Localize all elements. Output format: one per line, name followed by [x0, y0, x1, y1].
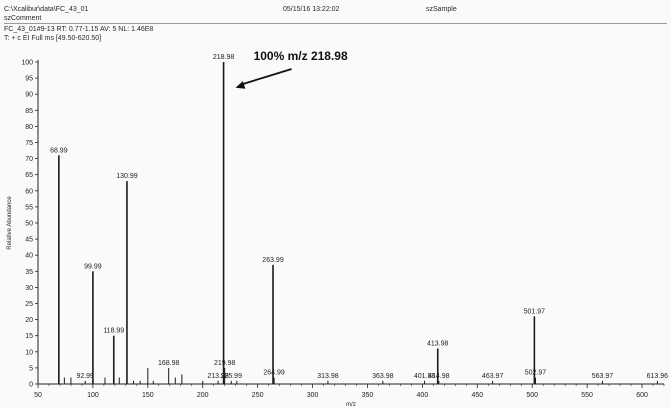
- x-axis-title: m/z: [346, 402, 356, 408]
- peak-label: 502.97: [525, 370, 547, 377]
- y-tick-label: 30: [25, 285, 33, 292]
- scan-info-label: FC_43_01#9-13 RT: 0.77-1.15 AV: 5 NL: 1.…: [4, 26, 154, 33]
- peak-label: 218.98: [213, 54, 235, 61]
- x-tick-label: 200: [197, 392, 209, 399]
- peak-label: 414.98: [428, 373, 450, 380]
- y-tick-label: 80: [25, 124, 33, 131]
- peak-label: 225.99: [221, 373, 243, 380]
- peak-labels: 68.9992.9999.99118.99130.99168.98213.982…: [50, 54, 668, 380]
- peak-label: 313.98: [317, 373, 339, 380]
- x-tick-label: 450: [471, 392, 483, 399]
- file-path-label: C:\Xcalibur\data\FC_43_01: [4, 6, 89, 13]
- y-tick-label: 90: [25, 92, 33, 99]
- base-peak-annotation: 100% m/z 218.98: [254, 49, 348, 63]
- y-tick-label: 45: [25, 237, 33, 244]
- comment-label: szComment: [4, 15, 42, 22]
- y-tick-label: 15: [25, 333, 33, 340]
- peak-label: 168.98: [158, 360, 180, 367]
- y-tick-label: 20: [25, 317, 33, 324]
- sample-label: szSample: [426, 6, 457, 13]
- peak-label: 463.97: [482, 373, 504, 380]
- y-tick-label: 75: [25, 140, 33, 147]
- y-axis-title: Relative Abundance: [7, 196, 13, 250]
- y-tick-label: 65: [25, 172, 33, 179]
- y-tick-label: 95: [25, 76, 33, 83]
- y-tick-label: 100: [21, 60, 33, 67]
- y-tick-label: 85: [25, 108, 33, 115]
- y-tick-label: 0: [29, 382, 33, 389]
- y-tick-label: 50: [25, 221, 33, 228]
- x-tick-label: 550: [581, 392, 593, 399]
- y-tick-label: 10: [25, 349, 33, 356]
- date-time-label: 05/15/16 13:22:02: [283, 6, 340, 13]
- peak-label: 213.98: [207, 373, 229, 380]
- x-tick-label: 500: [526, 392, 538, 399]
- annotation-arrowhead: [235, 81, 246, 89]
- x-tick-label: 150: [142, 392, 154, 399]
- peak-label: 118.99: [103, 328, 124, 335]
- peak-label: 401.98: [414, 373, 436, 380]
- peak-label: 263.99: [262, 257, 284, 264]
- peak-label: 219.98: [214, 360, 236, 367]
- y-tick-label: 25: [25, 301, 33, 308]
- peak-label: 130.99: [116, 173, 138, 180]
- x-tick-label: 300: [307, 392, 319, 399]
- y-tick-label: 35: [25, 269, 33, 276]
- peak-label: 563.97: [592, 373, 614, 380]
- peak-label: 99.99: [84, 263, 102, 270]
- x-tick-label: 400: [417, 392, 429, 399]
- y-axis-ticks: 0 5 10 15 20 25 30 35 40 45 50 55 60 65 70 75 80 85 90 95 10…: [21, 60, 38, 389]
- y-tick-label: 70: [25, 156, 33, 163]
- x-tick-label: 50: [34, 392, 42, 399]
- x-axis-ticks: 50 100 150 200 250 300 350 400 450 500 550 600: [34, 384, 665, 399]
- peak-label: 264.99: [263, 370, 285, 377]
- peak-label: 92.99: [76, 373, 94, 380]
- peak-label: 413.98: [427, 341, 449, 348]
- y-tick-label: 40: [25, 253, 33, 260]
- annotation-arrow: [240, 68, 292, 86]
- x-tick-label: 600: [636, 392, 648, 399]
- peak-label: 501.97: [524, 308, 546, 315]
- peak-series: [58, 62, 658, 384]
- x-tick-label: 100: [87, 392, 99, 399]
- peak-label: 363.98: [372, 373, 394, 380]
- peak-label: 613.96: [647, 373, 669, 380]
- header-divider: [4, 23, 667, 24]
- y-tick-label: 55: [25, 204, 33, 211]
- x-tick-label: 350: [362, 392, 374, 399]
- y-tick-label: 5: [29, 365, 33, 372]
- scan-filter-label: T: + c EI Full ms [49.50-620.50]: [4, 35, 102, 42]
- x-tick-label: 250: [252, 392, 264, 399]
- y-tick-label: 60: [25, 188, 33, 195]
- peak-label: 68.99: [50, 147, 68, 154]
